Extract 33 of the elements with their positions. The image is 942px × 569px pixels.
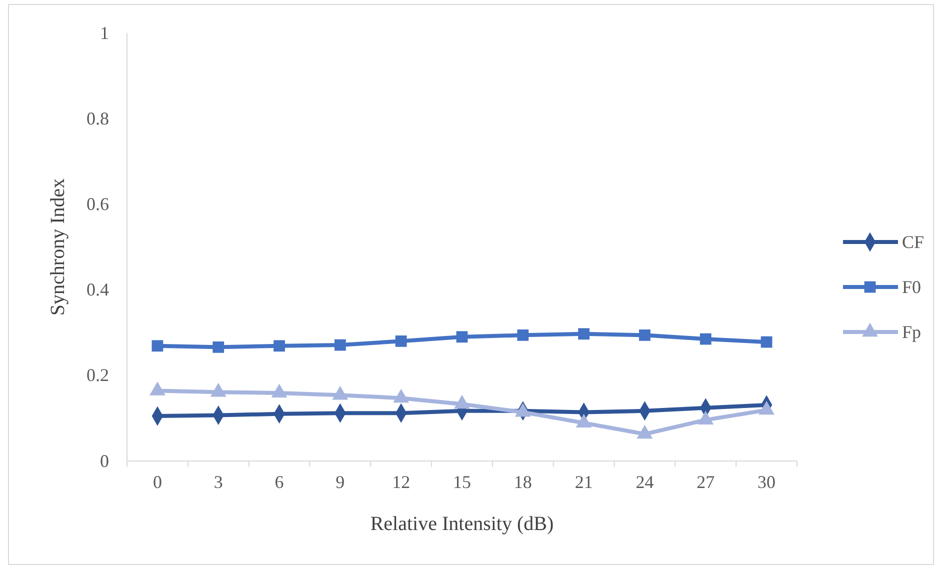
x-axis-title: Relative Intensity (dB): [370, 513, 554, 535]
point: [456, 331, 468, 343]
point: [517, 329, 529, 341]
legend-label: F0: [902, 277, 922, 297]
y-tick-label: 0.6: [86, 194, 109, 214]
y-tick-label: 0: [100, 450, 109, 471]
x-tick-label: 12: [392, 472, 410, 492]
x-tick-label: 9: [336, 472, 345, 492]
point: [152, 340, 164, 352]
legend-label: CF: [902, 232, 924, 252]
x-tick-label: 3: [214, 472, 223, 492]
y-tick-label: 0.2: [86, 365, 109, 386]
point: [274, 340, 285, 352]
point: [700, 333, 712, 345]
x-tick-label: 27: [696, 472, 715, 492]
point: [639, 329, 650, 341]
legend-label: Fp: [902, 322, 922, 342]
point: [395, 335, 407, 347]
y-tick-label: 1: [100, 22, 109, 43]
x-tick-label: 24: [636, 472, 654, 492]
point: [334, 339, 346, 351]
x-tick-label: 6: [274, 472, 284, 492]
y-axis-title: Synchrony Index: [47, 178, 69, 316]
x-tick-label: 21: [574, 472, 593, 492]
x-tick-label: 18: [514, 472, 532, 492]
x-tick-label: 0: [152, 472, 162, 492]
x-tick-label: 15: [453, 472, 471, 492]
point: [578, 328, 590, 340]
y-tick-label: 0.8: [86, 108, 109, 128]
y-tick-label: 0.4: [86, 280, 109, 300]
point: [212, 341, 224, 353]
x-tick-label: 30: [758, 472, 776, 492]
point: [760, 336, 772, 348]
